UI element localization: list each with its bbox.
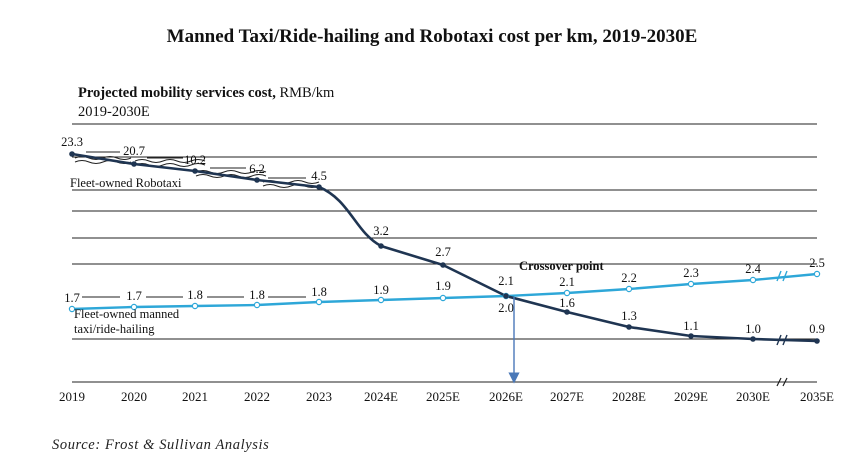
robotaxi-data-label: 1.6 bbox=[559, 296, 575, 310]
x-tick-label: 2030E bbox=[736, 389, 770, 404]
x-tick-label: 2025E bbox=[426, 389, 460, 404]
robotaxi-point bbox=[69, 151, 75, 157]
manned-data-label: 1.8 bbox=[311, 285, 327, 299]
subtitle-unit: RMB/km bbox=[276, 85, 335, 101]
wave-break bbox=[195, 174, 267, 178]
legend-manned-line1: Fleet-owned manned bbox=[74, 307, 180, 321]
robotaxi-data-label: 1.1 bbox=[683, 319, 699, 333]
manned-point bbox=[68, 305, 76, 313]
robotaxi-point bbox=[814, 338, 820, 344]
x-tick-label: 2019 bbox=[59, 389, 85, 404]
manned-point bbox=[563, 289, 571, 297]
x-tick-label: 2021 bbox=[182, 389, 208, 404]
manned-data-label: 2.1 bbox=[498, 274, 514, 288]
subtitle-bold: Projected mobility services cost, bbox=[78, 85, 276, 101]
x-tick-label: 2024E bbox=[364, 389, 398, 404]
robotaxi-point bbox=[192, 168, 198, 174]
label-connectors bbox=[82, 151, 306, 298]
robotaxi-data-label: 23.3 bbox=[61, 135, 83, 149]
x-tick-label: 2023 bbox=[306, 389, 332, 404]
wave-break bbox=[262, 184, 320, 188]
chart-subtitle: Projected mobility services cost, RMB/km bbox=[78, 85, 335, 101]
x-tick-label: 2020 bbox=[121, 389, 147, 404]
manned-point bbox=[625, 285, 633, 293]
x-tick-label: 2026E bbox=[489, 389, 523, 404]
manned-point bbox=[377, 296, 385, 304]
robotaxi-point bbox=[440, 262, 446, 268]
manned-point bbox=[749, 276, 757, 284]
series-layer bbox=[68, 151, 821, 344]
legend-robotaxi: Fleet-owned Robotaxi bbox=[70, 176, 182, 190]
robotaxi-point bbox=[688, 333, 694, 339]
robotaxi-point bbox=[131, 161, 137, 167]
robotaxi-point bbox=[503, 293, 509, 299]
robotaxi-data-label: 1.3 bbox=[621, 309, 637, 323]
robotaxi-point bbox=[254, 177, 260, 183]
manned-point bbox=[439, 294, 447, 302]
legend-manned-line2: taxi/ride-hailing bbox=[74, 322, 155, 336]
robotaxi-data-label: 10.2 bbox=[184, 153, 206, 167]
x-tick-label: 2022 bbox=[244, 389, 270, 404]
manned-data-label: 2.1 bbox=[559, 275, 575, 289]
manned-data-label: 1.8 bbox=[249, 288, 265, 302]
manned-point bbox=[813, 270, 821, 278]
robotaxi-data-label: 0.9 bbox=[809, 322, 825, 336]
robotaxi-data-label: 2.7 bbox=[435, 245, 451, 259]
robotaxi-point bbox=[564, 309, 570, 315]
x-axis-break bbox=[776, 377, 788, 387]
robotaxi-point bbox=[750, 336, 756, 342]
manned-data-label: 2.2 bbox=[621, 271, 637, 285]
robotaxi-data-label: 1.0 bbox=[745, 322, 761, 336]
manned-data-label: 1.9 bbox=[373, 283, 389, 297]
manned-data-label: 2.3 bbox=[683, 266, 699, 280]
robotaxi-point bbox=[316, 184, 322, 190]
x-axis-ticks: 2019 2020 2021 2022 2023 2024E 2025E 2026E 2027E… bbox=[59, 389, 834, 404]
robotaxi-data-label: 4.5 bbox=[311, 169, 327, 183]
series-line-robotaxi bbox=[71, 152, 818, 343]
source-note: Source: Frost & Sullivan Analysis bbox=[52, 437, 269, 453]
crossover-label: Crossover point bbox=[519, 259, 604, 273]
manned-point bbox=[253, 301, 261, 309]
x-tick-label: 2035E bbox=[800, 389, 834, 404]
manned-data-label: 2.4 bbox=[745, 262, 761, 276]
manned-point bbox=[130, 303, 138, 311]
subtitle-period: 2019-2030E bbox=[78, 104, 150, 120]
robotaxi-point bbox=[626, 324, 632, 330]
manned-point bbox=[687, 280, 695, 288]
wave-break bbox=[134, 159, 206, 163]
axis-break-marks bbox=[776, 270, 788, 387]
robotaxi-data-label: 3.2 bbox=[373, 224, 389, 238]
manned-data-label: 1.7 bbox=[64, 291, 80, 305]
wave-break bbox=[195, 170, 267, 174]
manned-data-label: 1.9 bbox=[435, 279, 451, 293]
robotaxi-data-label: 20.7 bbox=[123, 144, 145, 158]
manned-point bbox=[315, 298, 323, 306]
x-tick-label: 2028E bbox=[612, 389, 646, 404]
manned-point bbox=[191, 302, 199, 310]
x-tick-label: 2027E bbox=[550, 389, 584, 404]
manned-data-label: 2.5 bbox=[809, 256, 825, 270]
chart-title: Manned Taxi/Ride-hailing and Robotaxi co… bbox=[167, 26, 698, 47]
robotaxi-data-label: 2.0 bbox=[498, 301, 514, 315]
manned-data-label: 1.7 bbox=[126, 289, 142, 303]
robotaxi-data-label: 6.2 bbox=[249, 162, 265, 176]
data-labels: 23.3 20.7 10.2 6.2 4.5 3.2 2.7 2.0 1.6 1.3 1.1 1.0 0… bbox=[61, 135, 825, 336]
manned-data-label: 1.8 bbox=[187, 288, 203, 302]
robotaxi-point bbox=[378, 243, 384, 249]
x-tick-label: 2029E bbox=[674, 389, 708, 404]
